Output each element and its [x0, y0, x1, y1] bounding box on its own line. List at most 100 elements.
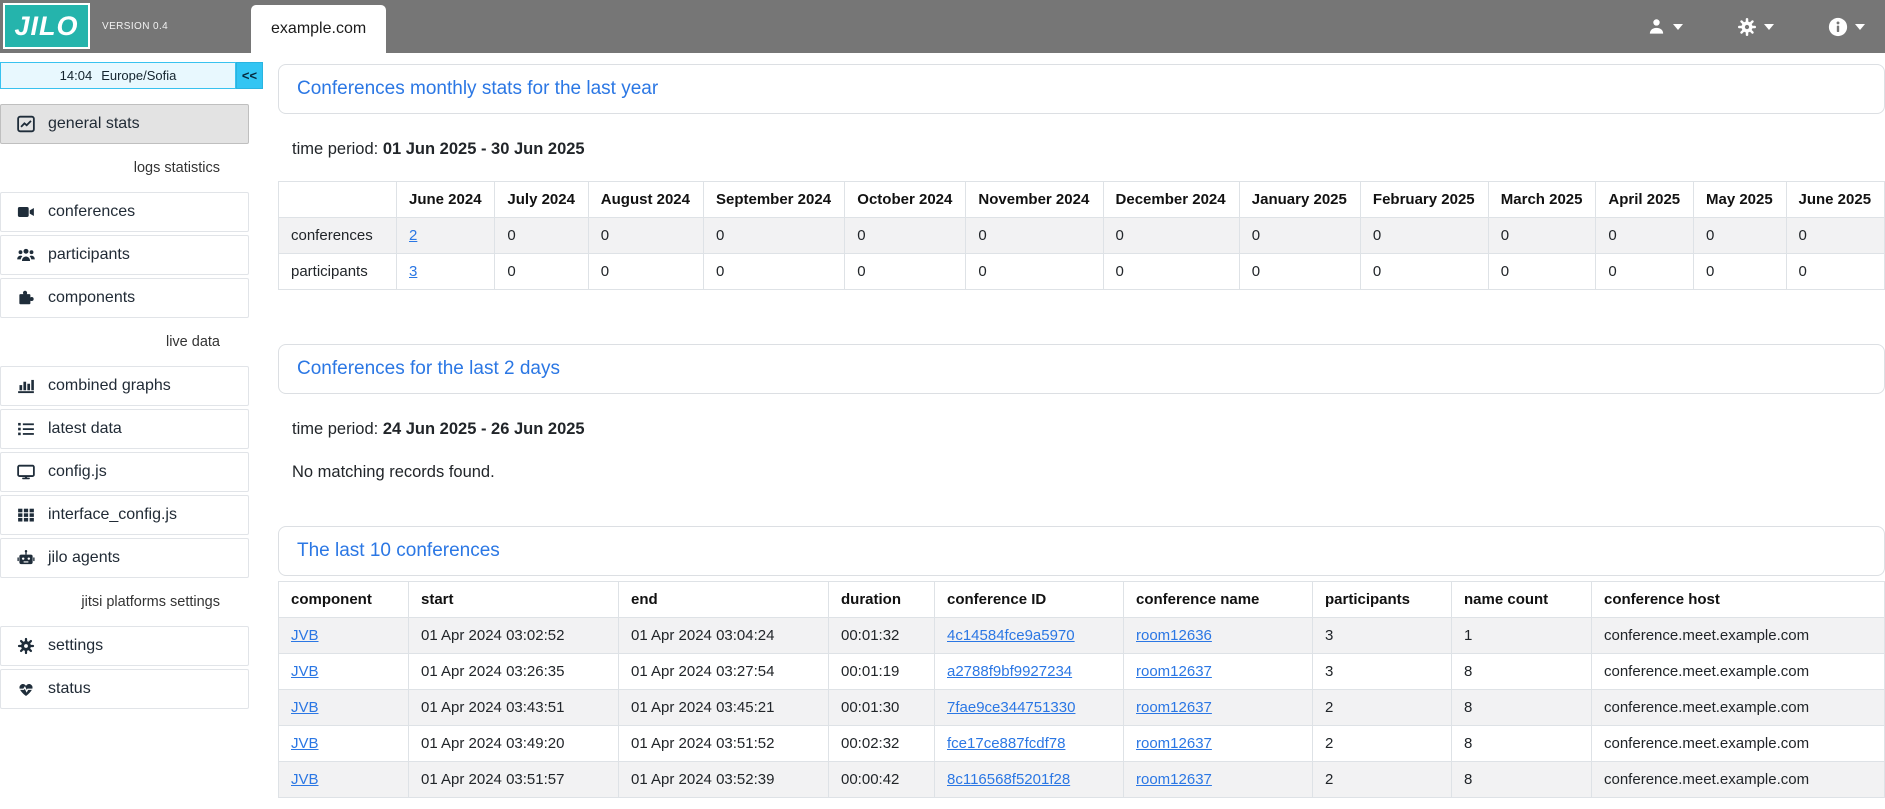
jilo-logo: JILO [3, 3, 90, 49]
monthly-time-period: time period: 01 Jun 2025 - 30 Jun 2025 [292, 140, 1885, 159]
conference-id-link[interactable]: 4c14584fce9a5970 [947, 627, 1075, 644]
conference-id-link[interactable]: a2788f9bf9927234 [947, 663, 1073, 680]
cell-conference-name: room12637 [1123, 761, 1313, 798]
monthly-stats-card-header: Conferences monthly stats for the last y… [278, 64, 1885, 114]
component-link[interactable]: JVB [291, 735, 319, 752]
tab-label: example.com [271, 20, 367, 37]
cell-start: 01 Apr 2024 03:49:20 [408, 725, 619, 762]
sidebar-item-general-stats[interactable]: general stats [0, 104, 249, 144]
video-camera-icon [16, 203, 35, 221]
month-header: June 2024 [395, 181, 496, 218]
display-icon [16, 463, 35, 481]
cell-duration: 00:01:30 [828, 689, 935, 726]
users-icon [16, 246, 35, 264]
conference-id-link[interactable]: 7fae9ce344751330 [947, 699, 1076, 716]
cell-end: 01 Apr 2024 03:45:21 [618, 689, 829, 726]
cell-conference-id: 4c14584fce9a5970 [934, 617, 1124, 654]
component-link[interactable]: JVB [291, 771, 319, 788]
conference-name-link[interactable]: room12637 [1136, 663, 1212, 680]
cell: 0 [702, 217, 846, 254]
cell-conference-id: a2788f9bf9927234 [934, 653, 1124, 690]
cell-conference-id: 7fae9ce344751330 [934, 689, 1124, 726]
component-link[interactable]: JVB [291, 627, 319, 644]
time-period-value: 24 Jun 2025 - 26 Jun 2025 [382, 420, 585, 438]
col-header-conference-host: conference host [1591, 581, 1885, 618]
component-link[interactable]: JVB [291, 699, 319, 716]
cell-participants: 3 [1312, 653, 1452, 690]
sidebar-item-latest-data[interactable]: latest data [0, 409, 249, 449]
bar-chart-icon [16, 377, 35, 395]
cell-duration: 00:00:42 [828, 761, 935, 798]
cell-conference-host: conference.meet.example.com [1591, 617, 1885, 654]
sidebar-item-config-js[interactable]: config.js [0, 452, 249, 492]
monthly-stats-title: Conferences monthly stats for the last y… [297, 78, 659, 99]
sidebar-collapse-button[interactable]: << [236, 62, 263, 89]
conference-name-link[interactable]: room12637 [1136, 699, 1212, 716]
col-header-name-count: name count [1451, 581, 1592, 618]
cell-component: JVB [278, 761, 409, 798]
cell-conference-host: conference.meet.example.com [1591, 653, 1885, 690]
user-menu[interactable] [1647, 17, 1683, 36]
cell: 0 [965, 253, 1104, 290]
table-row-participants: participants 3 0 0 0 0 0 0 0 0 0 0 0 0 [278, 253, 1885, 290]
clock-display: 14:04 Europe/Sofia [0, 62, 236, 89]
table-row: JVB 01 Apr 2024 03:02:52 01 Apr 2024 03:… [278, 617, 1885, 654]
sidebar-item-interface-config-js[interactable]: interface_config.js [0, 495, 249, 535]
conference-name-link[interactable]: room12637 [1136, 735, 1212, 752]
sidebar-item-label: settings [48, 637, 104, 654]
sidebar-item-jilo-agents[interactable]: jilo agents [0, 538, 249, 578]
cell: 0 [1359, 217, 1489, 254]
last-10-title: The last 10 conferences [297, 540, 500, 561]
clock-widget: 14:04 Europe/Sofia << [0, 62, 263, 89]
sidebar: 14:04 Europe/Sofia << general stats logs… [0, 53, 263, 809]
info-menu[interactable] [1828, 17, 1865, 37]
month-header: March 2025 [1487, 181, 1597, 218]
cell-conference-id: fce17ce887fcdf78 [934, 725, 1124, 762]
table-row: JVB 01 Apr 2024 03:49:20 01 Apr 2024 03:… [278, 725, 1885, 762]
chevron-down-icon [1673, 23, 1683, 30]
cell-conference-name: room12637 [1123, 725, 1313, 762]
tab-example-com[interactable]: example.com [251, 5, 387, 53]
month-header: September 2024 [702, 181, 846, 218]
cell-component: JVB [278, 617, 409, 654]
cell-name-count: 8 [1451, 761, 1592, 798]
cell-component: JVB [278, 689, 409, 726]
cell: 0 [1487, 217, 1597, 254]
col-header-component: component [278, 581, 409, 618]
version-label: VERSION 0.4 [102, 21, 169, 32]
sidebar-item-conferences[interactable]: conferences [0, 192, 249, 232]
conferences-count-link[interactable]: 2 [409, 227, 418, 244]
cell: 0 [494, 217, 589, 254]
time-period-label: time period: [292, 420, 379, 438]
cell-participants: 2 [1312, 689, 1452, 726]
cell: 0 [1785, 253, 1885, 290]
component-link[interactable]: JVB [291, 663, 319, 680]
cell-name-count: 8 [1451, 653, 1592, 690]
gear-icon [16, 637, 35, 655]
sidebar-item-components[interactable]: components [0, 278, 249, 318]
cell-end: 01 Apr 2024 03:51:52 [618, 725, 829, 762]
month-header: December 2024 [1102, 181, 1240, 218]
cell: 0 [1102, 217, 1240, 254]
settings-menu[interactable] [1737, 17, 1774, 37]
sidebar-item-label: conferences [48, 203, 136, 220]
conference-id-link[interactable]: fce17ce887fcdf78 [947, 735, 1066, 752]
section-label-jitsi-platforms-settings: jitsi platforms settings [81, 594, 220, 610]
sidebar-item-combined-graphs[interactable]: combined graphs [0, 366, 249, 406]
cell: 0 [702, 253, 846, 290]
cell: 0 [1102, 253, 1240, 290]
conference-id-link[interactable]: 8c116568f5201f28 [947, 771, 1071, 788]
sidebar-item-status[interactable]: status [0, 669, 249, 709]
time-period-value: 01 Jun 2025 - 30 Jun 2025 [382, 140, 585, 158]
clock-timezone: Europe/Sofia [101, 68, 177, 83]
conference-name-link[interactable]: room12636 [1136, 627, 1212, 644]
sidebar-item-settings[interactable]: settings [0, 626, 249, 666]
sidebar-item-label: config.js [48, 463, 107, 480]
cell-conference-name: room12637 [1123, 689, 1313, 726]
corner-cell [278, 181, 397, 218]
robot-icon [16, 549, 35, 567]
participants-count-link[interactable]: 3 [409, 263, 418, 280]
clock-time: 14:04 [59, 68, 93, 83]
conference-name-link[interactable]: room12637 [1136, 771, 1212, 788]
sidebar-item-participants[interactable]: participants [0, 235, 249, 275]
